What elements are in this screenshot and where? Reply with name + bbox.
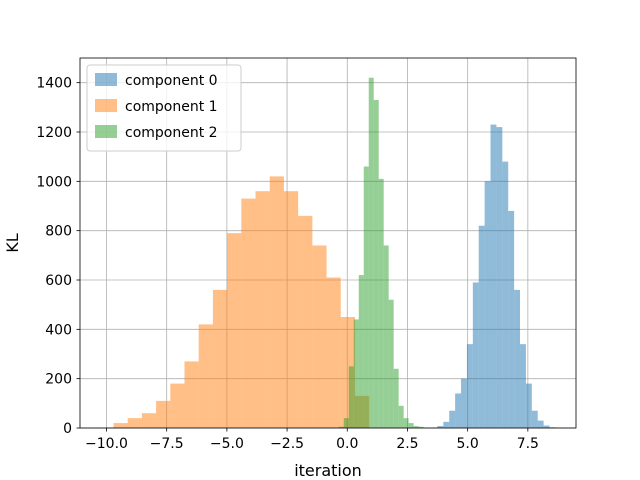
y-axis-ticks: 0 200 400 600 800 1000 1200 1400: [36, 76, 80, 437]
histogram-bar: [502, 161, 509, 428]
plot-frame: [79, 57, 577, 429]
histogram-bar: [388, 299, 394, 428]
histogram-bar: [398, 405, 404, 428]
histogram-bar: [378, 178, 384, 428]
histogram-bar: [227, 233, 242, 428]
histogram-bars: [99, 77, 556, 429]
series-1-bars: [99, 176, 370, 428]
histogram-bar: [312, 245, 327, 428]
histogram-bar: [408, 423, 414, 428]
histogram-bar: [255, 191, 270, 428]
histogram-bar: [373, 99, 379, 428]
y-tick-label: 1000: [36, 174, 72, 190]
histogram-bar: [537, 420, 544, 428]
histogram-bar: [212, 289, 228, 428]
histogram-bar: [343, 418, 349, 428]
legend-label: component 2: [125, 125, 218, 141]
x-tick-label: 2.5: [396, 436, 418, 452]
histogram-bar: [449, 410, 456, 428]
y-tick-label: 1400: [36, 76, 72, 92]
legend-swatch: [95, 73, 117, 86]
y-tick-label: 400: [45, 322, 72, 338]
histogram-bar: [363, 166, 369, 429]
histogram-bar: [455, 393, 462, 428]
legend-box: [86, 64, 242, 152]
y-tick-label: 0: [63, 421, 72, 437]
histogram-bar: [443, 421, 450, 428]
legend-label: component 0: [125, 73, 218, 89]
histogram-bar: [170, 383, 185, 428]
y-tick-label: 1200: [36, 125, 72, 141]
series-2-bars: [338, 77, 439, 429]
legend: component 0 component 1 component 2: [86, 64, 242, 152]
histogram-bar: [393, 368, 399, 428]
histogram-bar: [413, 426, 419, 428]
y-axis-label: KL: [3, 233, 22, 252]
histogram-bar: [283, 191, 299, 428]
y-tick-label: 800: [45, 224, 72, 240]
histogram-bar: [490, 124, 497, 428]
histogram-bar: [461, 378, 467, 428]
x-tick-label: 7.5: [517, 436, 539, 452]
histogram-bar: [113, 423, 128, 428]
x-tick-label: 0.0: [336, 436, 358, 452]
histogram-bar: [298, 215, 313, 428]
histogram-bar: [383, 245, 389, 428]
x-axis-ticks: −10.0 −7.5 −5.0 −2.5 0.0 2.5 5.0 7.5: [85, 428, 539, 452]
histogram-bar: [241, 198, 256, 428]
x-tick-label: −2.5: [270, 436, 304, 452]
histogram-bar: [326, 277, 341, 428]
y-tick-label: 600: [45, 273, 72, 289]
histogram-bar: [348, 366, 354, 428]
histogram-bar: [472, 282, 479, 428]
x-tick-label: −5.0: [210, 436, 244, 452]
histogram-bar: [353, 319, 359, 428]
x-tick-label: −7.5: [150, 436, 184, 452]
histogram-bar: [543, 425, 550, 428]
histogram-bar: [418, 426, 424, 428]
histogram-bar: [156, 400, 171, 428]
x-tick-label: 5.0: [457, 436, 479, 452]
histogram-bar: [198, 324, 213, 428]
histogram-bar: [484, 181, 491, 428]
histogram-bar: [184, 361, 199, 428]
histogram-bar: [508, 210, 515, 428]
histogram-bar: [403, 418, 409, 428]
legend-label: component 1: [125, 99, 218, 115]
histogram-bar: [358, 275, 364, 428]
histogram-bar: [269, 176, 284, 428]
histogram-bar: [531, 410, 538, 428]
histogram-bar: [466, 344, 473, 428]
histogram-bar: [478, 225, 485, 428]
legend-swatch: [95, 125, 117, 138]
legend-swatch: [95, 99, 117, 112]
histogram-bar: [338, 426, 344, 428]
histogram-bar: [525, 383, 532, 428]
histogram-bar: [437, 426, 444, 428]
series-0-bars: [431, 124, 556, 429]
x-axis-label: iteration: [294, 461, 362, 480]
y-tick-label: 200: [45, 372, 72, 388]
histogram-bar: [514, 289, 521, 428]
histogram-bar: [496, 127, 503, 429]
histogram-bar: [520, 344, 526, 428]
histogram-bar: [141, 413, 157, 428]
histogram-bar: [127, 418, 142, 428]
x-tick-label: −10.0: [85, 436, 128, 452]
histogram-bar: [368, 77, 374, 428]
